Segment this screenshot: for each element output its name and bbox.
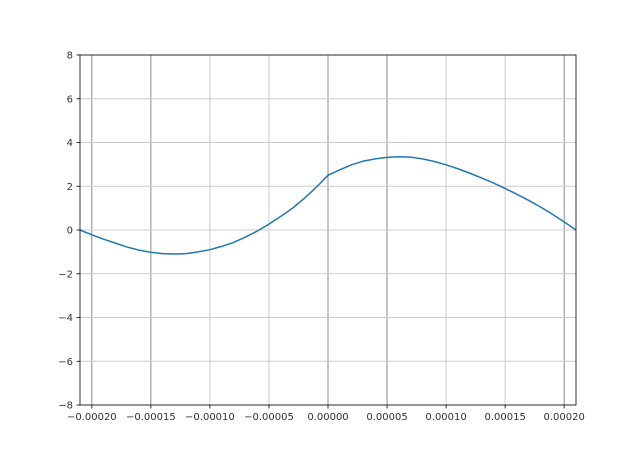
y-tick-label: −2 <box>58 269 73 280</box>
y-tick-label: −6 <box>58 357 73 368</box>
y-tick-label: 6 <box>67 94 73 105</box>
x-tick-label: 0.00015 <box>484 412 525 423</box>
y-tick-label: 8 <box>67 51 73 62</box>
y-tick-label: 4 <box>67 138 73 149</box>
x-tick-label: 0.00000 <box>307 412 348 423</box>
y-tick-label: −8 <box>58 401 73 412</box>
y-tick-label: 0 <box>67 226 73 237</box>
x-tick-label: −0.00005 <box>244 412 294 423</box>
x-tick-label: 0.00005 <box>366 412 407 423</box>
series-line <box>79 155 577 255</box>
x-tick-label: −0.00020 <box>67 412 117 423</box>
x-tick-label: 0.00020 <box>544 412 585 423</box>
y-tick-label: −4 <box>58 313 73 324</box>
axes-frame <box>79 54 577 406</box>
x-tick-label: −0.00015 <box>126 412 176 423</box>
y-tick-label: 2 <box>67 182 73 193</box>
grid <box>80 54 576 406</box>
x-tick-label: −0.00010 <box>185 412 235 423</box>
x-tick-label: 0.00010 <box>425 412 466 423</box>
ticks: −0.00020 −0.00015 −0.00010 −0.00005 0.00000 0… <box>58 51 585 424</box>
